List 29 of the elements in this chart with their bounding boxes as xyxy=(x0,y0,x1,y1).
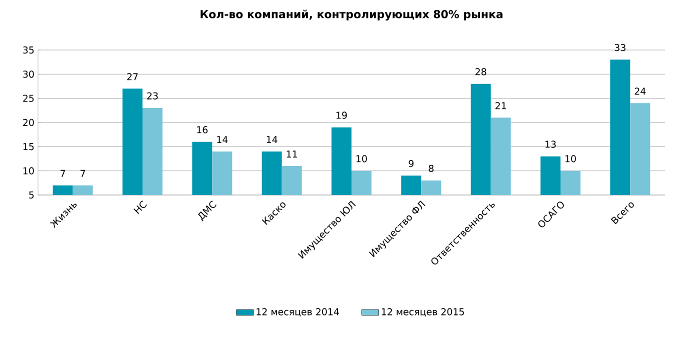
x-tick-label: НС xyxy=(134,200,147,214)
y-tick-label: 20 xyxy=(23,118,34,126)
data-label: 19 xyxy=(336,112,347,119)
data-label: 9 xyxy=(408,160,414,168)
y-tick-label: 25 xyxy=(23,94,34,102)
data-label: 7 xyxy=(80,170,86,177)
data-label: 21 xyxy=(495,102,506,110)
data-label: 14 xyxy=(266,136,278,143)
y-tick-label: 30 xyxy=(23,70,34,78)
data-label: 14 xyxy=(217,136,228,143)
data-label: 7 xyxy=(60,170,66,177)
data-label: 27 xyxy=(127,73,138,80)
y-tick-label: 10 xyxy=(23,167,34,174)
data-label: 8 xyxy=(428,164,434,172)
legend-label: 12 месяцев 2014 xyxy=(256,308,339,317)
data-label: 23 xyxy=(147,92,158,100)
y-tick-label: 5 xyxy=(29,191,34,199)
y-tick-label: 35 xyxy=(23,46,34,54)
data-label: 24 xyxy=(634,88,646,95)
y-tick-label: 15 xyxy=(23,143,34,150)
data-label: 10 xyxy=(566,155,576,162)
data-label: 10 xyxy=(356,155,367,162)
data-label: 11 xyxy=(286,150,297,158)
data-label: 16 xyxy=(197,126,208,134)
chart-title: Кол-во компаний, контролирующих 80% рынка xyxy=(200,10,502,20)
legend-label: 12 месяцев 2015 xyxy=(382,308,464,317)
data-label: 28 xyxy=(475,68,486,76)
data-label: 13 xyxy=(546,140,556,148)
data-label: 33 xyxy=(614,44,626,52)
